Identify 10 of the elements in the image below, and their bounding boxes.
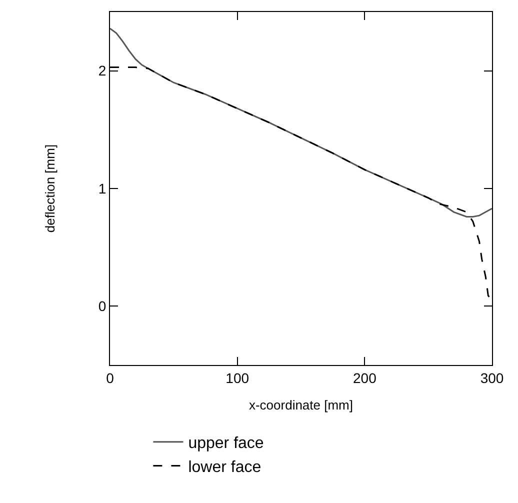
legend-label: lower face [188, 458, 262, 476]
y-tick-label: 2 [98, 62, 106, 79]
y-tick-label: 0 [98, 298, 106, 314]
legend-label: upper face [188, 435, 264, 452]
x-axis-title: x-coordinate [mm] [248, 397, 354, 412]
x-tick-label: 200 [352, 370, 377, 386]
x-tick-label: 300 [480, 370, 504, 386]
x-tick-label: 100 [226, 370, 250, 386]
y-axis-title: deflection [mm] [42, 144, 58, 233]
y-tick-label: 1 [98, 180, 106, 196]
